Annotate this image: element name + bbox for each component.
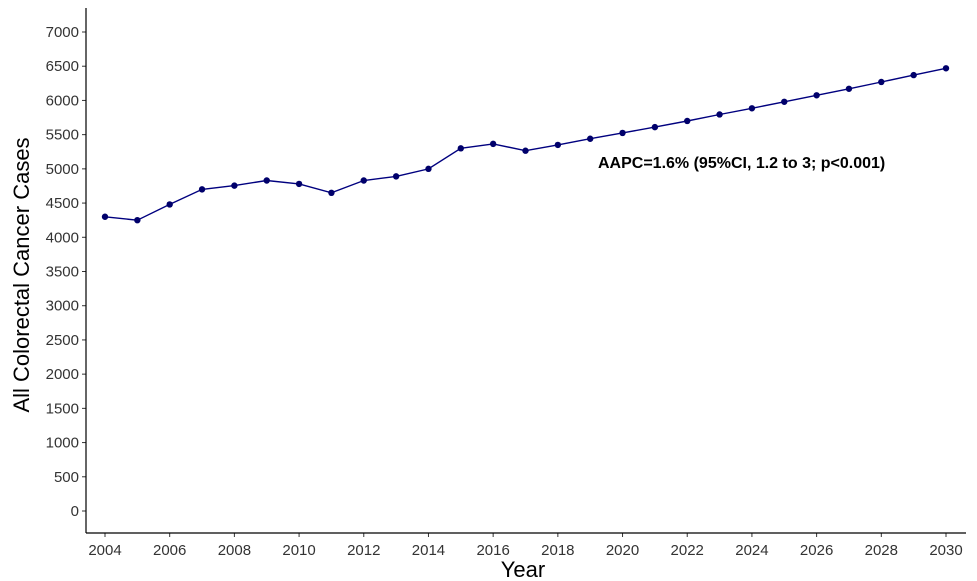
- x-tick-label: 2004: [88, 542, 121, 559]
- y-tick-label: 0: [71, 503, 79, 520]
- x-tick-label: 2012: [347, 542, 380, 559]
- y-tick-label: 2000: [46, 366, 79, 383]
- x-tick-label: 2028: [865, 542, 898, 559]
- x-tick-label: 2006: [153, 542, 186, 559]
- data-point: [134, 216, 141, 224]
- data-point: [392, 173, 400, 180]
- data-point: [716, 111, 723, 118]
- data-point: [295, 180, 303, 188]
- x-tick-label: 2010: [282, 542, 315, 559]
- y-tick-label: 1500: [46, 400, 79, 417]
- data-point: [328, 189, 335, 197]
- y-tick-label: 4500: [46, 195, 79, 212]
- data-point: [748, 105, 756, 112]
- x-tick-label: 2030: [929, 542, 962, 559]
- data-point: [231, 182, 238, 189]
- y-axis-title: All Colorectal Cancer Cases: [9, 137, 34, 412]
- data-point: [781, 98, 788, 105]
- data-point: [845, 85, 853, 92]
- data-point: [586, 135, 594, 142]
- y-tick-label: 5500: [46, 127, 79, 144]
- data-point: [425, 165, 432, 173]
- y-tick-label: 6000: [46, 92, 79, 109]
- y-tick-label: 500: [54, 469, 79, 486]
- series-layer: [101, 65, 950, 224]
- x-tick-label: 2016: [476, 542, 509, 559]
- x-tick-label: 2020: [606, 542, 639, 559]
- data-point: [619, 129, 626, 137]
- x-tick-label: 2008: [218, 542, 251, 559]
- x-axis-ticks: 2004 2006 2008 2010 2012 2014 2016 2018 2020 2022…: [88, 533, 963, 559]
- data-point: [360, 177, 367, 184]
- x-tick-label: 2014: [412, 542, 445, 559]
- data-point: [813, 92, 820, 99]
- data-point: [457, 145, 465, 152]
- data-point: [263, 177, 270, 184]
- data-point: [554, 141, 562, 149]
- y-tick-label: 6500: [46, 58, 79, 75]
- data-point: [522, 147, 529, 154]
- y-tick-label: 7000: [46, 24, 79, 41]
- data-point: [910, 71, 917, 79]
- data-point: [942, 65, 950, 72]
- y-tick-label: 1000: [46, 435, 79, 452]
- x-tick-label: 2026: [800, 542, 833, 559]
- x-tick-label: 2022: [671, 542, 704, 559]
- data-point: [489, 140, 497, 148]
- series-line: [104, 67, 947, 221]
- data-point: [166, 201, 173, 208]
- x-tick-label: 2024: [735, 542, 768, 559]
- data-point: [198, 186, 206, 193]
- data-point: [878, 78, 885, 86]
- data-point: [651, 123, 659, 131]
- x-axis-title: Year: [501, 557, 545, 581]
- y-tick-label: 4000: [46, 229, 79, 246]
- y-tick-label: 2500: [46, 332, 79, 349]
- y-axis-ticks: 0 500 1000 1500 2000 2500 3000 3500 4000 4500 5000…: [46, 24, 86, 520]
- y-tick-label: 3000: [46, 298, 79, 315]
- data-point: [684, 117, 691, 125]
- aapc-annotation: AAPC=1.6% (95%CI, 1.2 to 3; p<0.001): [598, 155, 885, 172]
- y-tick-label: 5000: [46, 161, 79, 178]
- data-point: [101, 213, 109, 220]
- x-tick-label: 2018: [541, 542, 574, 559]
- y-tick-label: 3500: [46, 264, 79, 281]
